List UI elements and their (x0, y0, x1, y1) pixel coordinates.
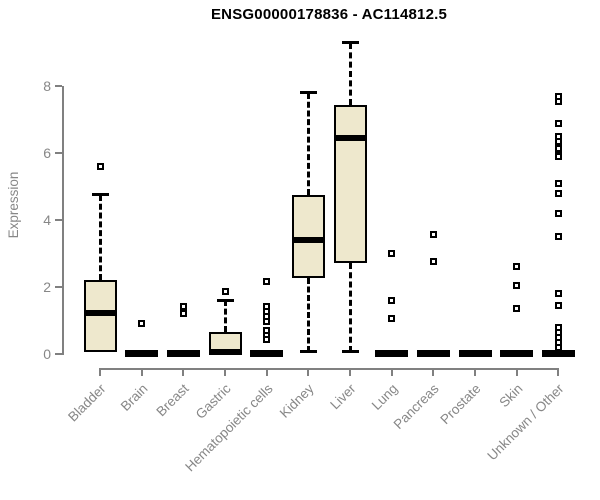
upper-whisker-line (306, 92, 310, 195)
outlier-point (429, 231, 437, 239)
upper-whisker-cap (216, 298, 234, 302)
outlier-point (179, 303, 187, 311)
outlier-point (554, 137, 562, 145)
y-axis-tick (55, 152, 62, 155)
outlier-point (138, 319, 146, 327)
outlier-point (554, 119, 562, 127)
upper-whisker-line (348, 42, 352, 105)
upper-whisker-cap (341, 41, 359, 45)
y-tick-label: 6 (43, 145, 51, 162)
outlier-point (429, 258, 437, 266)
x-axis-tick (182, 370, 185, 376)
upper-whisker-cap (299, 91, 317, 95)
box-collapsed-at-zero (500, 350, 534, 357)
outlier-point (554, 233, 562, 241)
box-body (291, 194, 325, 279)
outlier-point (263, 278, 271, 286)
median-line (208, 348, 242, 355)
y-axis-tick (55, 285, 62, 288)
outlier-point (96, 162, 104, 170)
outlier-point (179, 309, 187, 317)
outlier-point (554, 189, 562, 197)
outlier-point (263, 318, 271, 326)
outlier-point (263, 335, 271, 343)
median-line (333, 135, 367, 142)
y-axis-tick (55, 85, 62, 88)
box-collapsed-at-zero (166, 350, 200, 357)
box-body (333, 104, 367, 264)
lower-whisker-line (306, 278, 310, 352)
x-axis-tick (474, 370, 477, 376)
outlier-point (513, 304, 521, 312)
x-axis-tick (349, 370, 352, 376)
lower-whisker-cap (299, 350, 317, 354)
x-axis-tick (557, 370, 560, 376)
outlier-point (554, 144, 562, 152)
box-collapsed-at-zero (125, 350, 159, 357)
box-collapsed-at-zero (541, 350, 575, 357)
outlier-point (388, 314, 396, 322)
y-axis-line (62, 86, 64, 356)
x-axis-tick (140, 370, 143, 376)
outlier-point (513, 281, 521, 289)
x-axis-tick (224, 370, 226, 376)
outlier-point (388, 296, 396, 304)
box-collapsed-at-zero (458, 350, 492, 357)
y-axis-tick (55, 218, 62, 221)
median-line (83, 310, 117, 317)
outlier-point (554, 152, 562, 160)
median-line (291, 236, 325, 243)
upper-whisker-cap (91, 193, 109, 197)
x-axis-tick (515, 370, 518, 376)
box-collapsed-at-zero (416, 350, 450, 357)
outlier-point (221, 288, 229, 296)
x-axis-tick (265, 370, 268, 376)
y-axis-tick (55, 352, 62, 355)
y-tick-label: 0 (43, 345, 51, 362)
outlier-point (513, 263, 521, 271)
y-tick-label: 2 (43, 278, 51, 295)
outlier-point (554, 289, 562, 297)
outlier-point (388, 249, 396, 257)
outlier-point (554, 179, 562, 187)
box-collapsed-at-zero (250, 350, 284, 357)
upper-whisker-line (98, 194, 102, 280)
x-axis-tick (390, 370, 393, 376)
lower-whisker-cap (341, 350, 359, 354)
box-collapsed-at-zero (375, 350, 409, 357)
lower-whisker-line (348, 263, 352, 352)
x-axis-tick (307, 370, 310, 376)
chart-title: ENSG00000178836 - AC114812.5 (210, 6, 448, 23)
y-axis-label: Expression (6, 171, 21, 239)
x-axis-line (99, 368, 560, 370)
outlier-point (554, 209, 562, 217)
y-tick-label: 4 (43, 211, 51, 228)
outlier-point (554, 97, 562, 105)
x-axis-tick (99, 370, 101, 376)
outlier-point (554, 301, 562, 309)
outlier-point (554, 343, 562, 351)
x-axis-tick (432, 370, 435, 376)
y-tick-label: 8 (43, 78, 51, 95)
upper-whisker-line (223, 300, 227, 332)
